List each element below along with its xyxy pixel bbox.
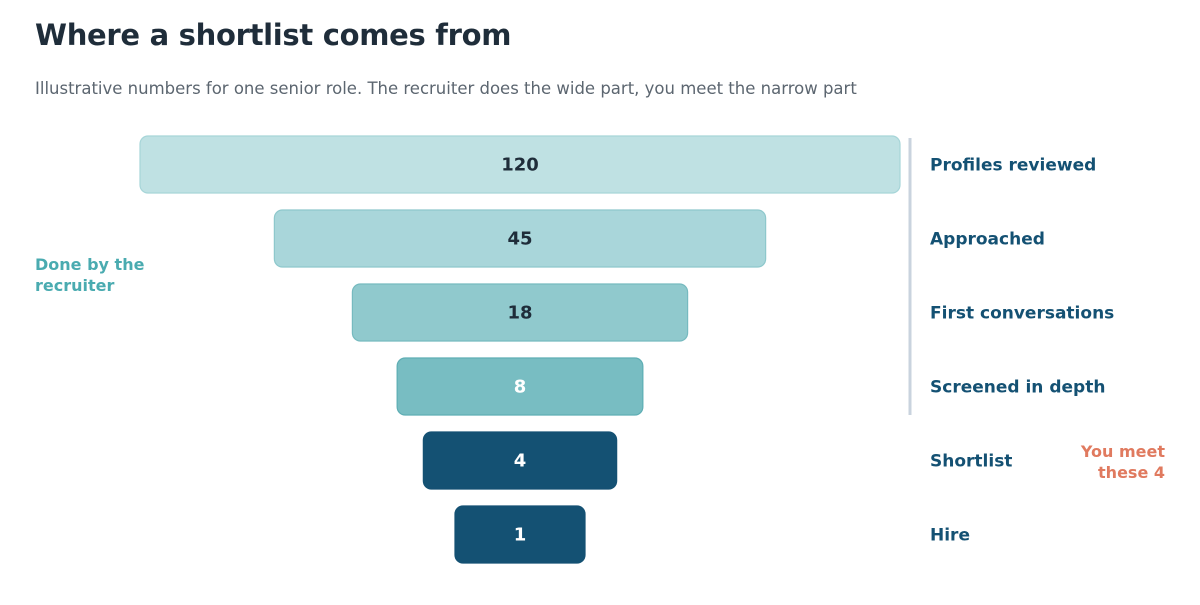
funnel-bar-6 [454, 505, 586, 564]
you-meet-annotation: You meet these 4 [1080, 442, 1165, 482]
chart-subtitle: Illustrative numbers for one senior role… [35, 79, 857, 98]
funnel-value-label-2: 45 [507, 229, 532, 250]
funnel-stage-label-6: Hire [930, 526, 970, 546]
funnel-stage-label-3: First conversations [930, 304, 1114, 324]
funnel-value-label-6: 1 [514, 525, 527, 546]
funnel-stage-label-2: Approached [930, 230, 1045, 250]
funnel-value-label-1: 120 [501, 155, 539, 176]
funnel-bar-4 [396, 357, 644, 416]
chart-title: Where a shortlist comes from [35, 18, 512, 52]
funnel-bar-2 [273, 209, 767, 268]
funnel-stage-label-1: Profiles reviewed [930, 156, 1096, 176]
funnel-bar-1 [139, 135, 901, 194]
funnel-value-label-3: 18 [507, 303, 532, 324]
funnel-bar-5 [422, 431, 618, 490]
funnel-stage-label-4: Screened in depth [930, 378, 1105, 398]
recruiter-annotation: Done by the recruiter [35, 255, 145, 295]
funnel-bar-3 [351, 283, 689, 342]
funnel-stage-label-5: Shortlist [930, 452, 1012, 472]
funnel-value-label-5: 4 [514, 451, 527, 472]
funnel-value-label-4: 8 [514, 377, 527, 398]
